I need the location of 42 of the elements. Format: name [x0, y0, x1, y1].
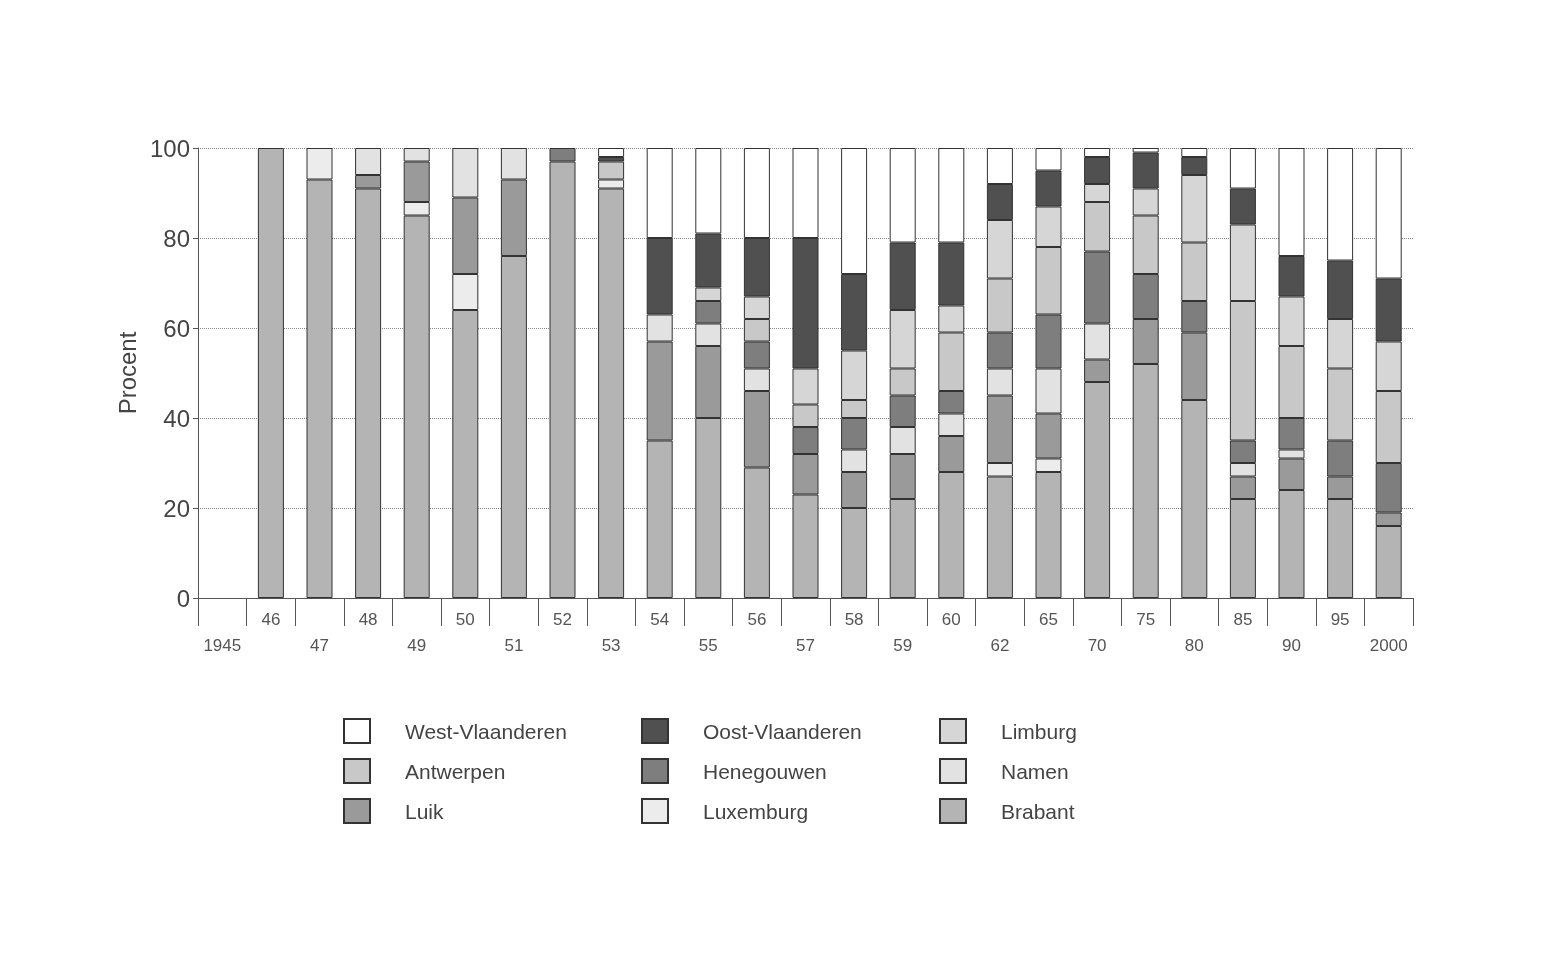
x-tick-label: 80: [1184, 635, 1204, 655]
legend-label: Luxemburg: [703, 799, 809, 823]
y-tick-label: 80: [163, 224, 190, 252]
x-tick-label: 52: [553, 609, 572, 629]
y-tick-label: 40: [163, 404, 190, 432]
x-tick-label: 49: [407, 635, 427, 655]
legend-label: Namen: [1001, 759, 1069, 783]
y-axis-title: Procent: [113, 331, 141, 415]
legend-label: Luik: [405, 799, 445, 823]
x-tick-label: 75: [1136, 609, 1156, 629]
legend-label: Antwerpen: [405, 759, 506, 783]
y-tick-label: 20: [163, 494, 190, 522]
x-tick-label: 56: [747, 609, 767, 629]
x-tick-label: 57: [796, 635, 815, 655]
x-tick-label: 46: [261, 609, 281, 629]
x-tick-label: 47: [310, 635, 329, 655]
y-tick-label: 0: [176, 584, 190, 612]
y-tick-label: 60: [163, 314, 190, 342]
legend-label: Limburg: [1001, 719, 1077, 743]
legend-label: West-Vlaanderen: [405, 719, 567, 743]
x-tick-label: 60: [941, 609, 961, 629]
x-tick-label: 65: [1039, 609, 1058, 629]
x-tick-label: 70: [1087, 635, 1107, 655]
x-tick-label: 1945: [203, 635, 242, 655]
legend-label: Henegouwen: [703, 759, 827, 783]
x-tick-label: 54: [650, 609, 670, 629]
bar: [257, 148, 284, 598]
x-tick-label: 50: [455, 609, 475, 629]
x-tick-label: 59: [893, 635, 913, 655]
x-tick-label: 51: [504, 635, 524, 655]
x-tick-label: 85: [1233, 609, 1253, 629]
y-tick-label: 100: [149, 134, 190, 162]
x-tick-label: 53: [601, 635, 621, 655]
x-tick-label: 95: [1330, 609, 1350, 629]
x-tick-label: 48: [358, 609, 378, 629]
x-tick-label: 55: [698, 635, 718, 655]
x-tick-label: 2000: [1369, 635, 1408, 655]
legend-label: Oost-Vlaanderen: [703, 719, 862, 743]
legend-label: Brabant: [1001, 799, 1075, 823]
x-tick-label: 58: [844, 609, 864, 629]
x-tick-label: 62: [990, 635, 1010, 655]
x-tick-label: 90: [1282, 635, 1301, 655]
